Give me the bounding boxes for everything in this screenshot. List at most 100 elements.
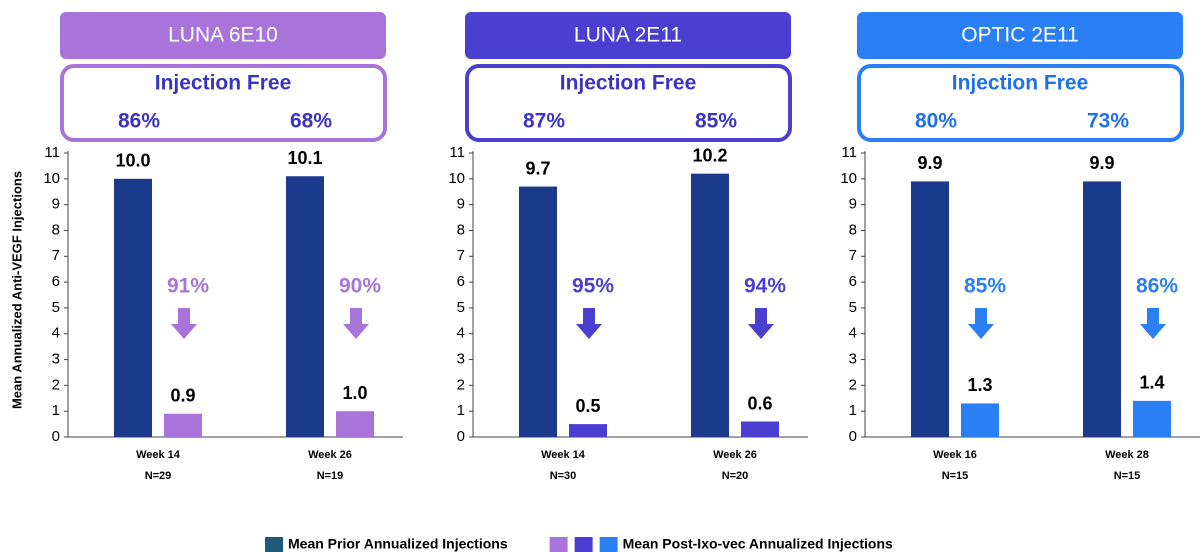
legend-swatch bbox=[265, 537, 283, 552]
legend-swatch bbox=[549, 537, 568, 552]
bar bbox=[961, 403, 999, 437]
bar bbox=[519, 186, 557, 437]
y-tick-label: 1 bbox=[457, 402, 465, 419]
y-tick-label: 1 bbox=[52, 402, 60, 419]
data-label: 10.0 bbox=[115, 151, 150, 171]
reduction-label: 85% bbox=[964, 275, 1006, 298]
injection-free-value: 86% bbox=[118, 110, 160, 133]
legend-label: Mean Post-Ixo-vec Annualized Injections bbox=[623, 536, 893, 552]
y-tick-label: 7 bbox=[849, 247, 857, 264]
y-tick-label: 8 bbox=[849, 221, 857, 238]
y-tick-label: 1 bbox=[849, 402, 857, 419]
box-title: Injection Free bbox=[155, 72, 292, 95]
legend-swatch bbox=[599, 537, 618, 552]
injection-free-value: 68% bbox=[290, 110, 332, 133]
injection-free-value: 85% bbox=[695, 110, 737, 133]
data-label: 0.5 bbox=[575, 396, 600, 416]
y-tick-label: 2 bbox=[849, 376, 857, 393]
bar bbox=[741, 421, 779, 437]
injection-free-value: 80% bbox=[915, 110, 957, 133]
bar bbox=[336, 411, 374, 437]
y-tick-label: 5 bbox=[52, 299, 60, 316]
bar bbox=[569, 424, 607, 437]
header-title: OPTIC 2E11 bbox=[961, 24, 1079, 47]
injection-free-value: 87% bbox=[523, 110, 565, 133]
down-arrow bbox=[1140, 308, 1166, 339]
y-tick-label: 10 bbox=[43, 170, 60, 187]
y-axis-label: Mean Annualized Anti-VEGF Injections bbox=[9, 171, 24, 409]
reduction-label: 95% bbox=[572, 275, 614, 298]
y-tick-label: 11 bbox=[449, 144, 465, 161]
legend-swatch bbox=[574, 537, 593, 552]
data-label: 10.2 bbox=[692, 145, 727, 165]
box-title: Injection Free bbox=[952, 72, 1089, 95]
y-tick-label: 7 bbox=[457, 247, 465, 264]
down-arrow bbox=[343, 308, 369, 339]
y-tick-label: 5 bbox=[849, 299, 857, 316]
y-tick-label: 4 bbox=[849, 325, 857, 342]
data-label: 9.9 bbox=[917, 153, 942, 173]
y-tick-label: 10 bbox=[840, 170, 857, 187]
down-arrow bbox=[968, 308, 994, 339]
down-arrow bbox=[171, 308, 197, 339]
n-label: N=15 bbox=[942, 470, 969, 482]
reduction-label: 90% bbox=[339, 275, 381, 298]
y-tick-label: 4 bbox=[52, 325, 60, 342]
data-label: 10.1 bbox=[287, 148, 322, 168]
data-label: 1.3 bbox=[967, 375, 992, 395]
down-arrow bbox=[576, 308, 602, 339]
y-tick-label: 2 bbox=[52, 376, 60, 393]
x-tick-label: Week 14 bbox=[136, 449, 181, 461]
y-tick-label: 9 bbox=[849, 196, 857, 213]
bar bbox=[1133, 400, 1171, 437]
y-tick-label: 11 bbox=[44, 144, 60, 161]
y-tick-label: 4 bbox=[457, 325, 465, 342]
y-tick-label: 8 bbox=[52, 221, 60, 238]
data-label: 0.6 bbox=[747, 393, 772, 413]
bar bbox=[911, 181, 949, 437]
bar bbox=[114, 178, 152, 437]
header bbox=[60, 12, 386, 59]
header-title: LUNA 2E11 bbox=[574, 24, 682, 47]
header bbox=[857, 12, 1183, 59]
y-tick-label: 11 bbox=[841, 144, 857, 161]
data-label: 1.4 bbox=[1139, 373, 1164, 393]
injection-free-box bbox=[857, 64, 1184, 142]
injection-free-box bbox=[465, 64, 792, 142]
data-label: 0.9 bbox=[170, 386, 195, 406]
y-tick-label: 10 bbox=[448, 170, 465, 187]
data-label: 9.7 bbox=[525, 158, 550, 178]
y-tick-label: 0 bbox=[457, 428, 465, 445]
reduction-label: 94% bbox=[744, 275, 786, 298]
x-tick-label: Week 14 bbox=[541, 449, 586, 461]
y-tick-label: 6 bbox=[52, 273, 60, 290]
bar bbox=[1083, 181, 1121, 437]
y-tick-label: 9 bbox=[52, 196, 60, 213]
y-tick-label: 3 bbox=[849, 351, 857, 368]
n-label: N=20 bbox=[722, 470, 749, 482]
y-tick-label: 5 bbox=[457, 299, 465, 316]
y-tick-label: 3 bbox=[457, 351, 465, 368]
bar bbox=[164, 413, 202, 437]
y-tick-label: 6 bbox=[457, 273, 465, 290]
injection-free-box bbox=[60, 64, 387, 142]
box-title: Injection Free bbox=[560, 72, 697, 95]
x-tick-label: Week 16 bbox=[933, 449, 977, 461]
y-tick-label: 7 bbox=[52, 247, 60, 264]
y-tick-label: 6 bbox=[849, 273, 857, 290]
y-tick-label: 0 bbox=[849, 428, 857, 445]
n-label: N=29 bbox=[145, 470, 172, 482]
down-arrow bbox=[748, 308, 774, 339]
header-title: LUNA 6E10 bbox=[168, 24, 278, 47]
n-label: N=30 bbox=[550, 470, 577, 482]
bar bbox=[691, 173, 729, 437]
n-label: N=15 bbox=[1114, 470, 1141, 482]
x-tick-label: Week 26 bbox=[308, 449, 352, 461]
y-tick-label: 9 bbox=[457, 196, 465, 213]
x-tick-label: Week 26 bbox=[713, 449, 757, 461]
y-tick-label: 3 bbox=[52, 351, 60, 368]
y-tick-label: 8 bbox=[457, 221, 465, 238]
y-tick-label: 0 bbox=[52, 428, 60, 445]
y-tick-label: 2 bbox=[457, 376, 465, 393]
legend-label: Mean Prior Annualized Injections bbox=[288, 536, 508, 552]
